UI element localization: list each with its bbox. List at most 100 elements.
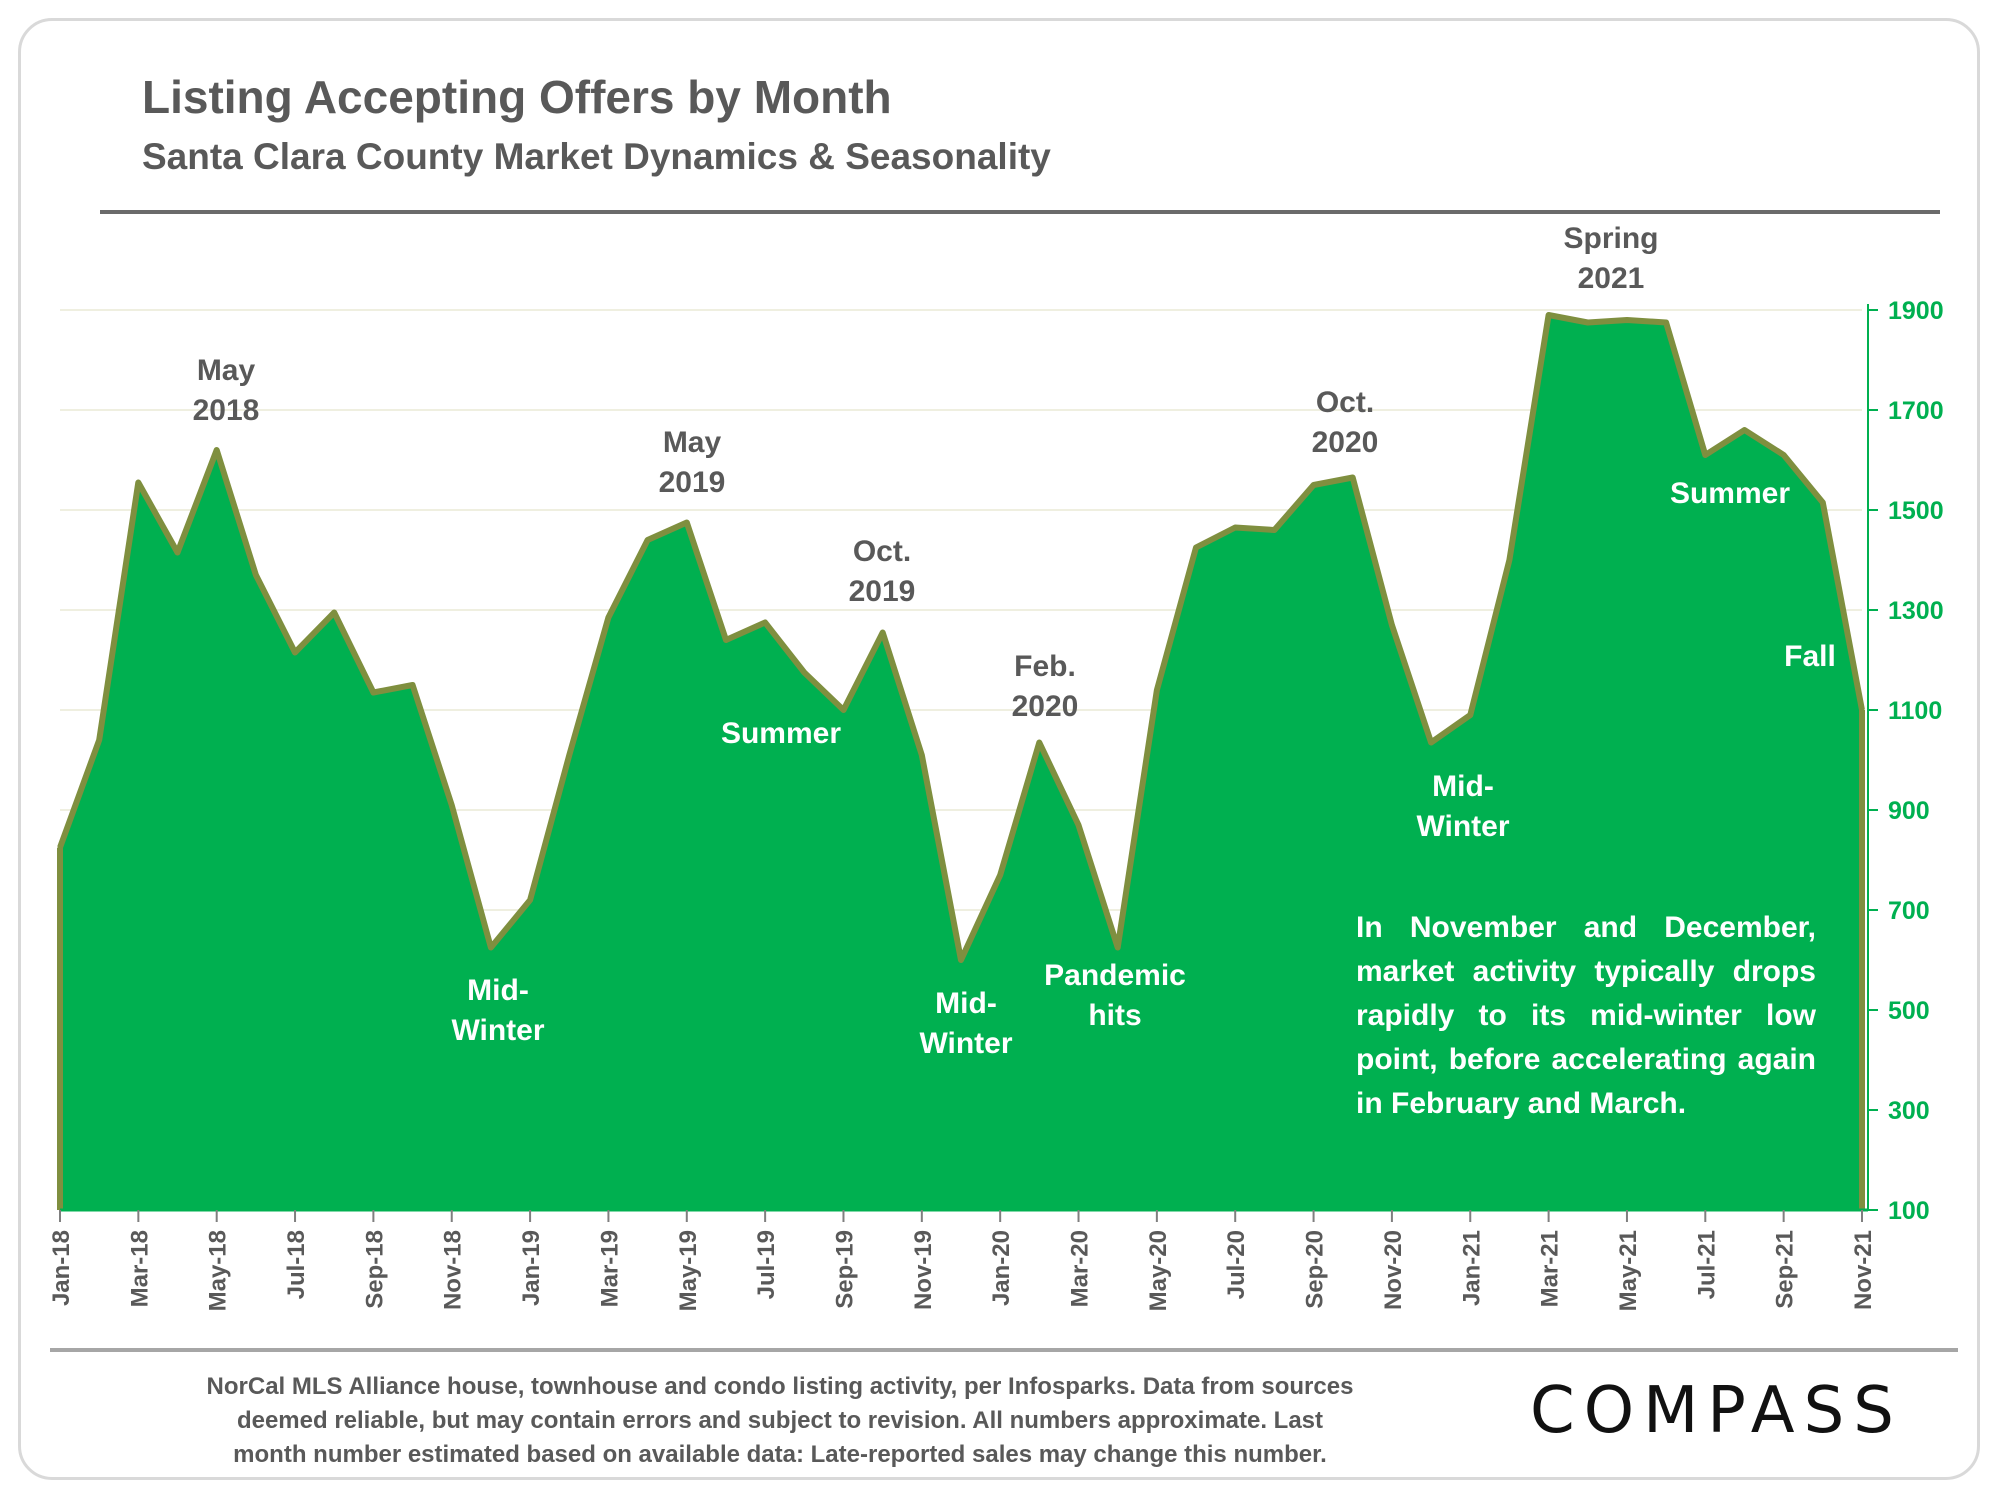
- y-tick-label: 1500: [1888, 497, 1944, 525]
- annotation-label: Oct.: [1316, 386, 1374, 419]
- data-point: [880, 630, 885, 635]
- x-tick-label: Jan-18: [48, 1230, 75, 1306]
- area-chart: 100 300 500 700 900 1100 1300 1500 1700 1900 Jan-1…: [48, 222, 1944, 1311]
- data-point: [1625, 318, 1629, 322]
- data-point: [58, 845, 62, 850]
- annotation-label: May: [197, 354, 256, 387]
- annotation-label: 2020: [1312, 426, 1379, 459]
- annotation-label: Spring: [1564, 222, 1659, 255]
- compass-logo: COMPASS: [1530, 1374, 1903, 1448]
- data-point: [1389, 623, 1394, 627]
- data-point: [293, 650, 297, 655]
- y-tick-label: 1100: [1888, 697, 1942, 725]
- data-point: [1272, 528, 1277, 532]
- x-tick-label: Jan-19: [518, 1230, 545, 1306]
- x-tick-label: May-18: [205, 1230, 232, 1311]
- annotation-label: Winter: [1416, 810, 1509, 843]
- annotation-label: Mid-: [935, 987, 997, 1020]
- data-point: [1585, 320, 1590, 325]
- chart-subtitle: Santa Clara County Market Dynamics & Sea…: [142, 136, 1051, 177]
- data-point: [724, 638, 728, 642]
- annotation-label: Pandemic: [1044, 959, 1186, 992]
- footnote-line: month number estimated based on availabl…: [233, 1441, 1327, 1468]
- y-tick-label: 1900: [1888, 297, 1944, 325]
- x-tick-label: Sep-19: [831, 1230, 858, 1309]
- data-point: [1703, 453, 1708, 457]
- x-tick-label: Jan-20: [988, 1230, 1015, 1306]
- data-point: [371, 690, 376, 695]
- annotation-label: Mid-: [1432, 770, 1494, 803]
- data-point: [488, 945, 493, 950]
- data-point: [763, 620, 768, 625]
- x-tick-label: Sep-21: [1772, 1230, 1799, 1309]
- data-point: [567, 753, 572, 757]
- data-point: [1194, 545, 1198, 550]
- annotation-label: Winter: [451, 1014, 544, 1047]
- x-tick-label: Jul-20: [1223, 1230, 1250, 1299]
- data-point: [528, 898, 533, 902]
- y-tick-label: 1700: [1888, 397, 1944, 425]
- header-divider: [100, 210, 1940, 214]
- data-point: [97, 738, 102, 742]
- annotation-label: 2019: [659, 466, 726, 499]
- data-point: [253, 573, 258, 577]
- annotation-label: Summer: [721, 717, 841, 750]
- annotation-label: hits: [1088, 999, 1141, 1032]
- x-tick-label: Nov-21: [1850, 1230, 1877, 1310]
- annotation-label: 2019: [849, 575, 916, 608]
- data-point: [410, 683, 415, 687]
- data-point: [1429, 740, 1434, 745]
- data-point: [1037, 740, 1042, 745]
- annotation-label: 2018: [193, 394, 260, 427]
- data-point: [1742, 428, 1747, 432]
- x-tick-label: Mar-19: [596, 1230, 623, 1307]
- data-point: [919, 753, 924, 757]
- x-tick-label: Jul-18: [283, 1230, 310, 1299]
- data-point: [1311, 483, 1316, 487]
- y-tick-label: 1300: [1888, 597, 1944, 625]
- data-point: [1233, 525, 1238, 530]
- data-point: [998, 873, 1003, 877]
- annotation-label: 2021: [1578, 262, 1645, 295]
- data-point: [606, 615, 611, 620]
- annotation-label: Oct.: [853, 535, 911, 568]
- data-point: [136, 480, 141, 485]
- annotation-label: Winter: [919, 1027, 1012, 1060]
- y-tick-label: 300: [1888, 1097, 1930, 1125]
- data-point: [214, 448, 219, 452]
- x-tick-label: Mar-21: [1537, 1230, 1564, 1307]
- footnote-line: deemed reliable, but may contain errors …: [236, 1407, 1324, 1434]
- data-point: [175, 550, 180, 555]
- annotation-label: 2020: [1012, 690, 1079, 723]
- footer-divider: [50, 1348, 1958, 1352]
- annotation-label: May: [663, 426, 722, 459]
- annotation-label: Summer: [1670, 477, 1790, 510]
- x-tick-label: Jul-19: [753, 1230, 780, 1299]
- x-tick-label: Jan-21: [1458, 1230, 1485, 1306]
- data-point: [1820, 500, 1825, 505]
- x-tick-label: Nov-19: [910, 1230, 937, 1310]
- annotation-label: Fall: [1784, 640, 1836, 673]
- x-tick-label: Mar-18: [126, 1230, 153, 1307]
- annotation-label: Feb.: [1014, 650, 1076, 683]
- y-tick-label: 700: [1888, 897, 1930, 925]
- x-tick-label: May-21: [1615, 1230, 1642, 1311]
- data-point: [1350, 475, 1355, 480]
- y-tick-label: 500: [1888, 997, 1930, 1025]
- data-point: [1468, 713, 1473, 717]
- data-point: [802, 670, 807, 675]
- x-tick-label: May-20: [1145, 1230, 1172, 1311]
- x-tick-label: Nov-20: [1380, 1230, 1407, 1310]
- data-point: [1546, 313, 1551, 317]
- data-point: [959, 958, 963, 962]
- x-tick-label: Nov-18: [440, 1230, 467, 1310]
- data-point: [1860, 708, 1864, 712]
- annotation-label: Mid-: [467, 974, 529, 1007]
- data-point: [332, 610, 337, 615]
- footnote-line: NorCal MLS Alliance house, townhouse and…: [206, 1373, 1354, 1400]
- chart-note: In November and December, market activit…: [1356, 911, 1816, 1120]
- data-point: [841, 708, 846, 712]
- data-point: [1664, 320, 1669, 325]
- x-tick-label: May-19: [675, 1230, 702, 1311]
- data-point: [1154, 688, 1159, 692]
